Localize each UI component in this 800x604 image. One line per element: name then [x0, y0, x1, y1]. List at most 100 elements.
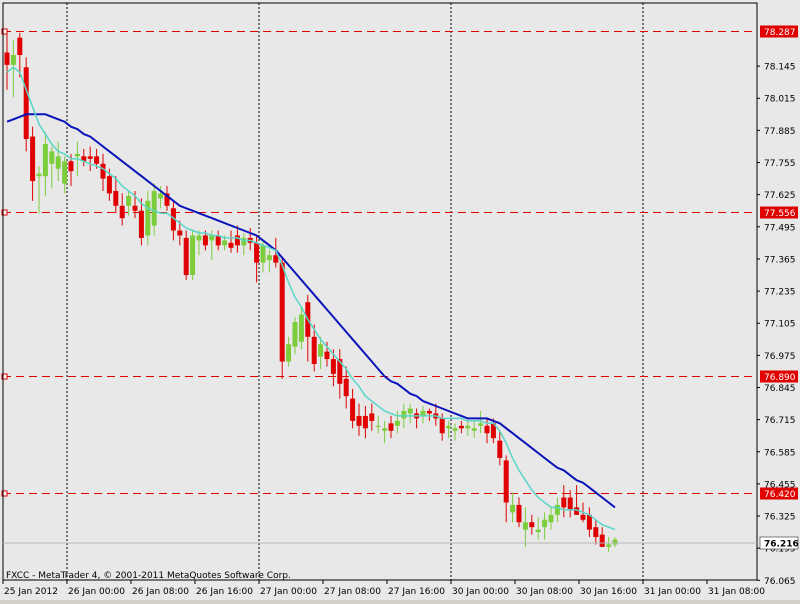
time-tick-label: 31 Jan 00:00: [644, 587, 701, 597]
time-tick-label: 27 Jan 00:00: [260, 587, 317, 597]
candle-body: [356, 415, 362, 426]
candle-body: [567, 497, 573, 510]
level-anchor-marker: [1, 490, 8, 497]
level-price-label-bg: [760, 25, 798, 38]
candle-body: [580, 514, 586, 520]
horizontal-levels: 78.287 77.556 76.890 76.420: [1, 25, 798, 500]
candle-body: [132, 205, 138, 211]
session-separators: [66, 3, 644, 580]
price-tick-label: 76.455: [764, 480, 796, 490]
time-tick-label: 25 Jan 2012: [4, 587, 58, 597]
candle-body: [273, 255, 279, 263]
candle-body: [497, 440, 503, 458]
time-tick-label: 30 Jan 16:00: [580, 587, 637, 597]
candle-body: [343, 378, 349, 397]
price-tick-label: 77.235: [764, 288, 796, 298]
candle-body: [574, 507, 580, 515]
candle-body: [209, 235, 215, 241]
candle-body: [23, 67, 29, 140]
candle-body: [439, 418, 445, 434]
candle-body: [330, 359, 336, 374]
candle-body: [100, 163, 106, 179]
candle-body: [113, 190, 119, 206]
candle-body: [254, 242, 260, 263]
time-tick-label: 30 Jan 00:00: [452, 587, 509, 597]
time-tick-label: 27 Jan 08:00: [324, 587, 381, 597]
candle-body: [535, 529, 541, 533]
candle-body: [298, 314, 304, 342]
candle-body: [484, 425, 490, 434]
candle-body: [241, 237, 247, 246]
time-tick-label: 30 Jan 08:00: [516, 587, 573, 597]
candle-body: [503, 460, 509, 503]
candle-body: [279, 262, 285, 362]
price-tick-label: 78.015: [764, 95, 796, 105]
candle-body: [554, 504, 560, 515]
candle-body: [516, 504, 522, 523]
price-tick-label: 76.715: [764, 416, 796, 426]
candle-body: [318, 344, 324, 357]
candle-body: [350, 398, 356, 421]
level-price-label-bg: [760, 206, 798, 219]
candle-body: [170, 208, 176, 231]
candle-body: [510, 504, 516, 513]
candle-body: [458, 425, 464, 429]
price-tick-label: 76.585: [764, 448, 796, 458]
candle-body: [196, 235, 202, 241]
candle-body: [222, 240, 228, 246]
ma-fast-line: [6, 66, 616, 531]
candle-body: [42, 143, 48, 177]
candle-body: [599, 534, 605, 547]
level-anchor-marker: [1, 209, 8, 216]
candle-body: [612, 539, 618, 545]
candle-body: [36, 173, 42, 177]
level-price-label: 77.556: [764, 209, 796, 219]
candle-body: [394, 420, 400, 426]
candle-body: [337, 359, 343, 384]
candle-body: [177, 230, 183, 236]
candle-body: [465, 425, 471, 429]
price-axis: 78.145 78.015 77.885 77.755 77.625 77.495 77.3…: [3, 63, 799, 587]
candle-body: [324, 351, 330, 360]
candle-body: [452, 428, 458, 431]
candle-body: [49, 151, 55, 164]
price-tick-label: 76.325: [764, 513, 796, 523]
level-price-label-bg: [760, 487, 798, 500]
candle-body: [138, 210, 144, 238]
candle-body: [420, 410, 426, 416]
candle-body: [164, 193, 170, 206]
level-price-label-bg: [760, 370, 798, 383]
level-price-label: 76.890: [764, 373, 796, 383]
candle-body: [286, 344, 292, 362]
candle-body: [68, 161, 74, 172]
current-price-label-bg: [759, 536, 799, 550]
candle-body: [17, 37, 23, 55]
candle-body: [362, 415, 368, 429]
candle-body: [292, 321, 298, 347]
candle-body: [190, 235, 196, 276]
candle-body: [4, 52, 10, 65]
candle-body: [87, 156, 93, 159]
candle-body: [407, 408, 413, 414]
time-tick-label: 27 Jan 16:00: [388, 587, 445, 597]
candle-body: [30, 136, 36, 182]
time-tick-label: 31 Jan 08:00: [708, 587, 765, 597]
time-tick-label: 26 Jan 16:00: [196, 587, 253, 597]
time-tick-label: 26 Jan 00:00: [68, 587, 125, 597]
level-anchor-marker: [1, 373, 8, 380]
candle-body: [228, 242, 234, 248]
ma-slow-line: [6, 113, 616, 509]
price-tick-label: 77.755: [764, 159, 796, 169]
candle-body: [119, 205, 125, 219]
candle-body: [311, 336, 317, 365]
price-tick-label: 76.065: [764, 577, 796, 587]
candle-body: [55, 156, 61, 169]
candle-body: [606, 544, 612, 547]
candle-body: [151, 190, 157, 226]
candle-body: [145, 200, 151, 236]
price-tick-label: 76.195: [764, 545, 796, 555]
price-tick-label: 77.105: [764, 320, 796, 330]
